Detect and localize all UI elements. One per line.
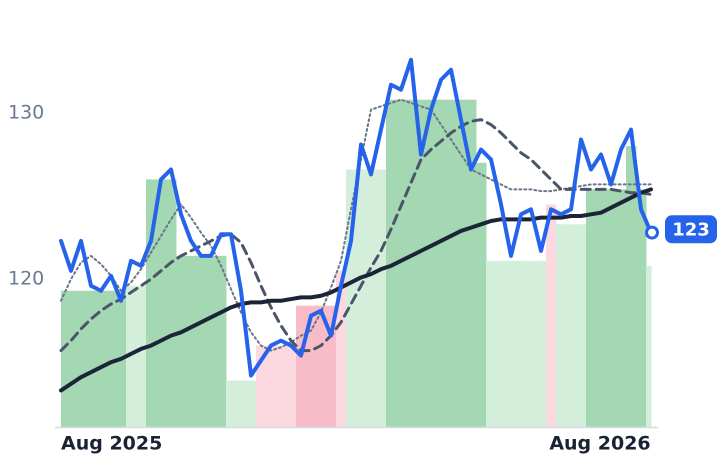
band xyxy=(526,260,537,427)
band xyxy=(586,189,597,427)
band xyxy=(406,99,417,427)
x-tick-label: Aug 2026 xyxy=(549,433,650,455)
labels: 120 130 Aug 2025 Aug 2026 123 xyxy=(8,101,717,455)
band xyxy=(456,99,467,427)
band xyxy=(296,305,307,427)
band xyxy=(416,99,427,427)
band xyxy=(156,179,167,427)
band xyxy=(376,169,387,427)
regime-bands xyxy=(61,99,652,428)
band xyxy=(206,255,217,427)
band xyxy=(306,305,317,427)
band xyxy=(166,179,177,427)
band xyxy=(386,99,397,427)
band xyxy=(496,260,507,427)
band xyxy=(326,305,337,427)
band xyxy=(616,189,627,427)
series-line xyxy=(59,118,653,353)
band xyxy=(336,270,347,427)
band xyxy=(226,380,237,427)
band xyxy=(546,204,557,427)
band xyxy=(256,345,267,427)
band xyxy=(636,189,647,427)
band xyxy=(276,345,287,427)
band xyxy=(316,305,327,427)
y-tick-label: 130 xyxy=(8,101,44,123)
band xyxy=(516,260,527,427)
band xyxy=(176,255,187,427)
band xyxy=(196,255,207,427)
band xyxy=(136,285,147,427)
band xyxy=(246,380,257,427)
last-price-pill xyxy=(665,215,717,244)
band xyxy=(486,260,497,427)
band xyxy=(346,169,357,427)
band xyxy=(646,265,652,427)
band xyxy=(436,99,447,427)
band xyxy=(506,260,517,427)
series-line xyxy=(59,57,653,378)
band xyxy=(286,345,297,427)
band xyxy=(606,189,617,427)
band xyxy=(356,169,367,427)
band xyxy=(536,260,547,427)
band xyxy=(446,99,457,427)
band xyxy=(86,290,97,427)
band xyxy=(466,99,477,427)
band xyxy=(146,179,157,427)
band xyxy=(126,285,137,427)
band xyxy=(556,224,567,427)
band xyxy=(596,189,607,427)
band xyxy=(576,224,587,427)
band xyxy=(186,255,197,427)
y-tick-label: 120 xyxy=(8,268,44,290)
band xyxy=(216,255,227,427)
band xyxy=(476,162,487,428)
series-line xyxy=(59,187,653,393)
x-tick-label: Aug 2025 xyxy=(61,433,162,455)
band xyxy=(426,99,437,427)
band xyxy=(366,169,377,427)
band xyxy=(106,290,117,427)
band xyxy=(66,290,77,427)
lines xyxy=(59,57,659,393)
band xyxy=(396,99,407,427)
band xyxy=(236,380,247,427)
band xyxy=(266,345,277,427)
band xyxy=(76,290,87,427)
band xyxy=(566,224,577,427)
band xyxy=(61,290,67,427)
band xyxy=(626,146,637,427)
band xyxy=(96,290,107,427)
last-price-label: 123 xyxy=(672,219,710,240)
last-point xyxy=(645,225,659,240)
